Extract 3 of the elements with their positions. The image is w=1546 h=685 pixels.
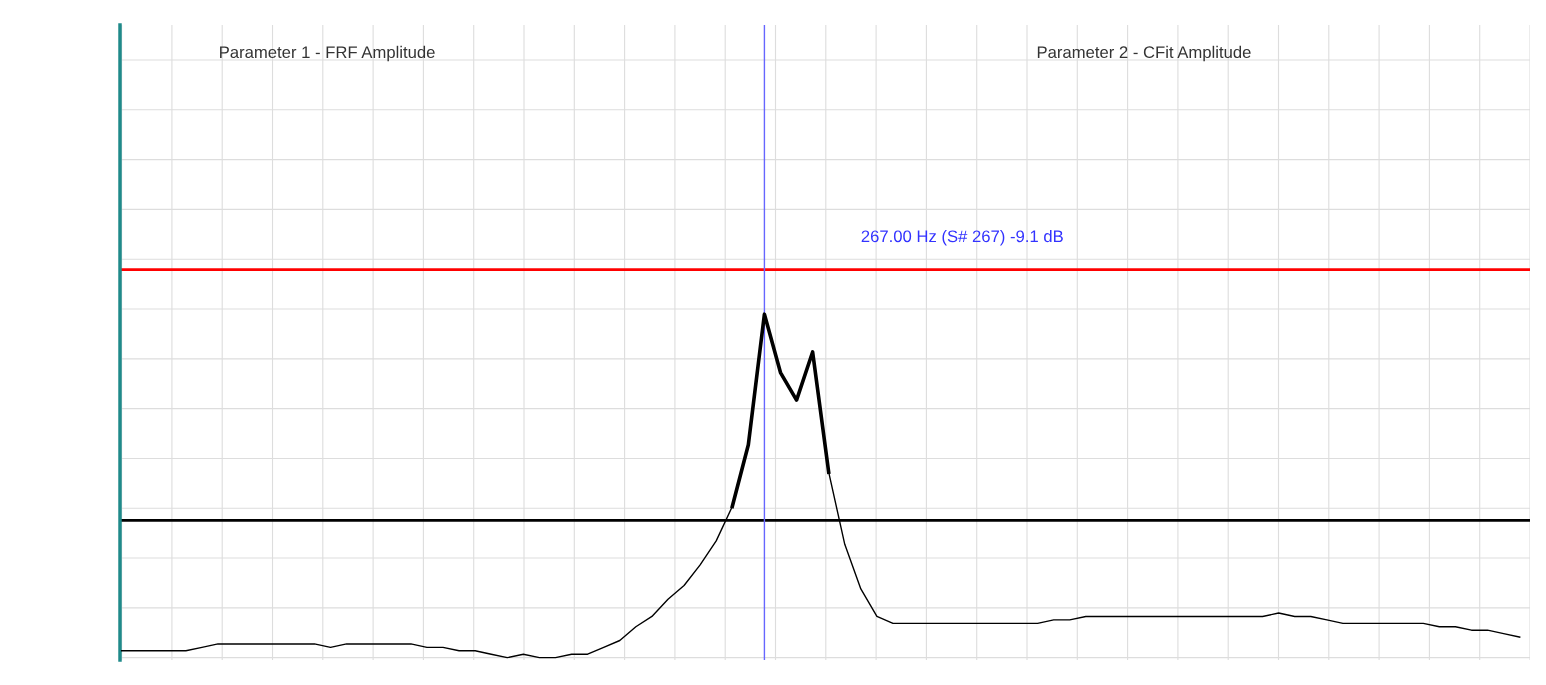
text: 267.00 Hz (S# 267) -9.1 dB: [861, 229, 1063, 246]
text: Parameter 2 - CFit Amplitude: [1037, 45, 1251, 62]
text: Parameter 1 - FRF Amplitude: [220, 45, 435, 62]
